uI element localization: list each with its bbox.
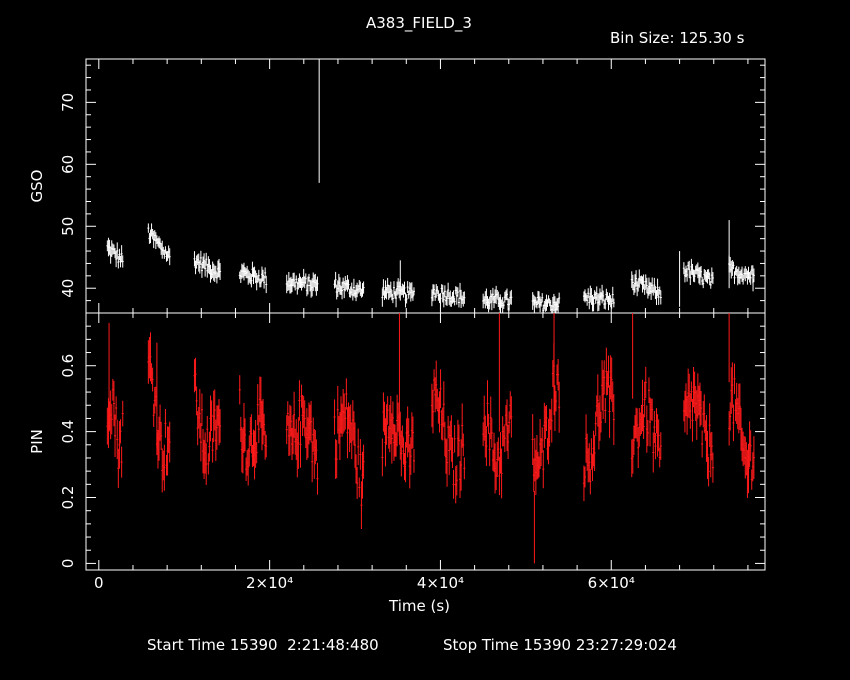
y-tick-label-gso: 40 [59, 279, 77, 298]
bin-size-label: Bin Size: 125.30 s [610, 29, 745, 47]
y-axis-label-gso: GSO [28, 170, 46, 203]
y-tick-label-pin: 0.4 [59, 420, 77, 444]
series-pin [106, 313, 755, 564]
stop-time-label: Stop Time 15390 23:27:29:024 [443, 636, 677, 654]
x-tick-label: 4×10⁴ [417, 574, 464, 592]
x-tick-label: 6×10⁴ [588, 574, 635, 592]
series-gso [106, 59, 755, 313]
panel-frame-pin [85, 312, 766, 571]
y-tick-label-pin: 0 [59, 559, 77, 569]
y-tick-label-gso: 70 [59, 93, 77, 112]
y-tick-label-gso: 60 [59, 155, 77, 174]
y-tick-label-pin: 0.2 [59, 486, 77, 510]
x-axis-label: Time (s) [389, 597, 450, 615]
x-tick-label: 2×10⁴ [246, 574, 293, 592]
x-tick-label: 0 [94, 574, 104, 592]
y-tick-label-pin: 0.6 [59, 354, 77, 378]
chart-title: A383_FIELD_3 [366, 14, 472, 32]
y-axis-label-pin: PIN [28, 429, 46, 454]
y-tick-label-gso: 50 [59, 217, 77, 236]
panel-frame-gso [85, 58, 766, 314]
start-time-label: Start Time 15390 2:21:48:480 [147, 636, 379, 654]
